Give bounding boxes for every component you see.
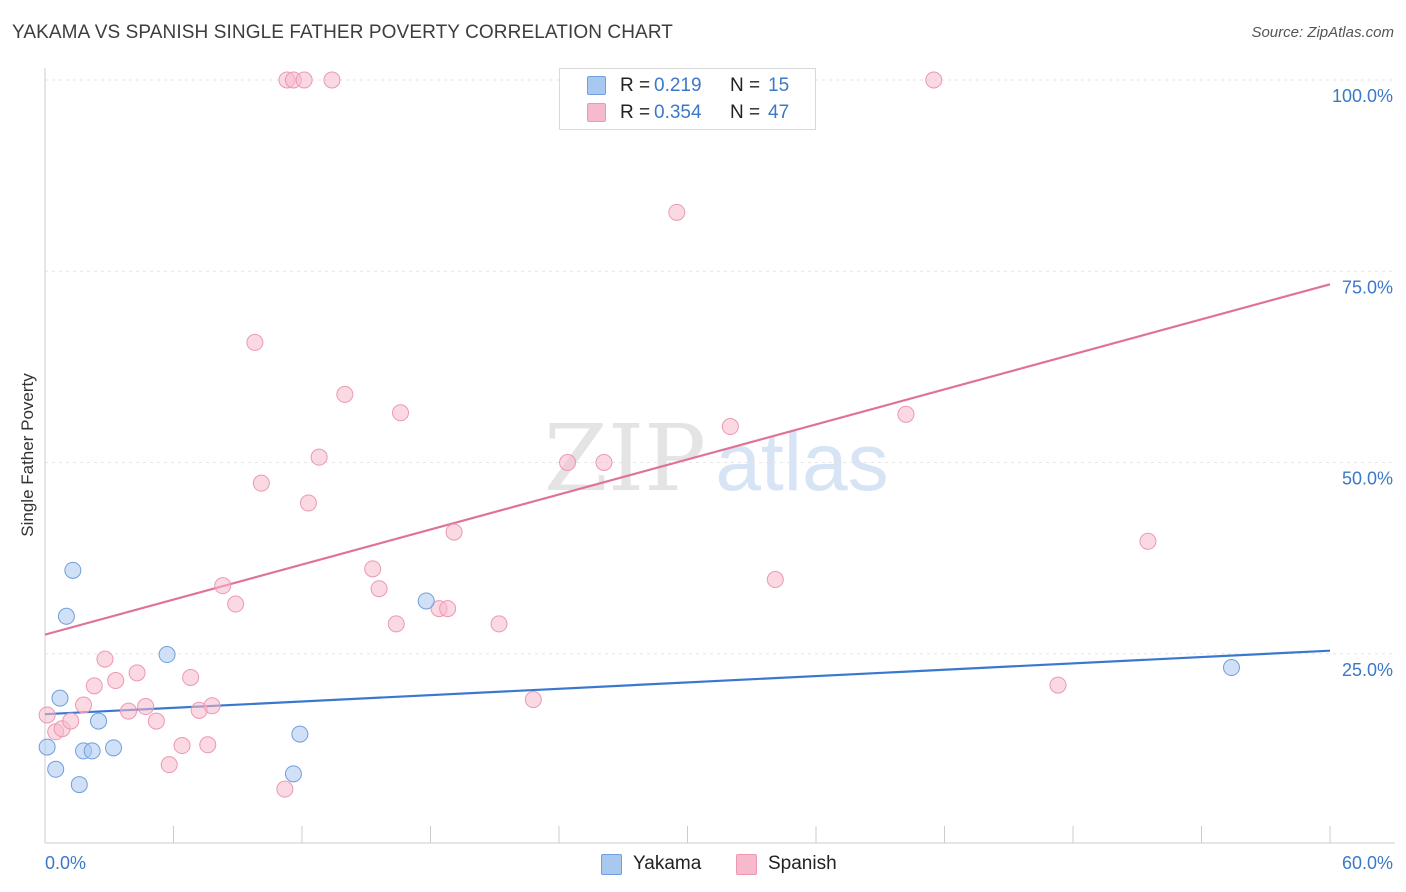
- yakama-point: [158, 646, 176, 664]
- spanish-point: [252, 474, 270, 492]
- yakama-point: [83, 742, 101, 760]
- spanish-point: [75, 696, 93, 714]
- spanish-point: [96, 650, 114, 668]
- r-value: 0.354: [654, 102, 702, 123]
- spanish-point: [246, 333, 264, 351]
- n-value: 15: [768, 75, 790, 96]
- y-tick-label: 100.0%: [1332, 86, 1393, 106]
- r-value: 0.219: [654, 75, 702, 96]
- spanish-point: [668, 203, 686, 221]
- watermark: ZIP atlas: [544, 405, 889, 512]
- spanish-point: [214, 577, 232, 595]
- yakama-point: [51, 689, 69, 707]
- spanish-point: [203, 697, 221, 715]
- spanish-point: [439, 600, 457, 618]
- n-label: N =: [730, 75, 761, 96]
- spanish-trend-line: [44, 283, 1331, 636]
- spanish-point: [387, 615, 405, 633]
- r-label: R =: [620, 102, 651, 123]
- y-tick-label: 75.0%: [1342, 277, 1393, 297]
- legend-label-yakama: Yakama: [633, 853, 702, 874]
- yakama-trend-line: [44, 649, 1331, 716]
- spanish-point: [445, 523, 463, 541]
- spanish-point: [107, 672, 125, 690]
- spanish-point: [897, 405, 915, 423]
- spanish-point: [199, 736, 217, 754]
- chart-title: YAKAMA VS SPANISH SINGLE FATHER POVERTY …: [12, 22, 674, 43]
- spanish-point: [323, 71, 341, 89]
- yakama-point: [47, 760, 65, 778]
- spanish-point: [721, 418, 739, 436]
- spanish-point: [559, 454, 577, 471]
- spanish-point: [524, 691, 542, 709]
- spanish-point: [38, 706, 56, 724]
- x-tick-label-min: 0.0%: [45, 853, 86, 873]
- spanish-point: [120, 702, 138, 720]
- n-value: 47: [768, 102, 790, 123]
- yakama-point: [1222, 659, 1240, 677]
- spanish-point: [62, 712, 80, 730]
- yakama-point: [64, 561, 82, 579]
- spanish-point: [925, 71, 943, 89]
- yakama-point: [90, 712, 108, 730]
- x-tick-label-max: 60.0%: [1342, 853, 1393, 873]
- n-label: N =: [730, 102, 761, 123]
- yakama-point: [105, 739, 123, 757]
- trend-lines: [44, 283, 1331, 716]
- spanish-swatch-icon: [587, 103, 606, 122]
- spanish-point: [310, 448, 328, 466]
- yakama-point: [291, 725, 309, 743]
- spanish-point: [85, 677, 103, 695]
- yakama-swatch-icon: [587, 76, 606, 95]
- spanish-point: [295, 71, 313, 89]
- spanish-point: [128, 664, 146, 682]
- spanish-point: [160, 756, 178, 774]
- spanish-point: [766, 571, 784, 589]
- r-label: R =: [620, 75, 651, 96]
- spanish-point: [173, 737, 191, 755]
- spanish-point: [227, 595, 245, 613]
- correlation-legend: R = 0.219 N = 15 R = 0.354 N = 47: [559, 68, 816, 130]
- spanish-point: [147, 712, 165, 730]
- y-tick-label: 25.0%: [1342, 660, 1393, 680]
- spanish-point: [370, 580, 388, 598]
- spanish-point: [137, 698, 155, 716]
- yakama-point: [70, 776, 88, 794]
- yakama-point: [417, 592, 435, 610]
- yakama-point: [38, 738, 56, 756]
- spanish-point: [336, 385, 354, 403]
- tick-labels: 25.0% 50.0% 75.0% 100.0% 0.0% 60.0%: [45, 86, 1393, 873]
- spanish-legend-swatch-icon: [736, 854, 757, 875]
- y-tick-label: 50.0%: [1342, 469, 1393, 489]
- spanish-point: [392, 404, 410, 422]
- spanish-point: [595, 454, 613, 471]
- legend-label-spanish: Spanish: [768, 853, 837, 874]
- source-label: Source: ZipAtlas.com: [1251, 24, 1394, 41]
- yakama-legend-swatch-icon: [601, 854, 622, 875]
- spanish-point: [490, 615, 508, 633]
- yakama-point: [57, 607, 75, 625]
- spanish-point: [299, 494, 317, 512]
- spanish-point: [276, 780, 294, 798]
- grid: [45, 79, 1395, 655]
- spanish-point: [364, 560, 382, 578]
- yakama-point: [284, 765, 302, 783]
- spanish-point: [1139, 532, 1157, 550]
- data-points: [38, 71, 1240, 798]
- spanish-point: [1049, 676, 1067, 694]
- spanish-point: [182, 668, 200, 686]
